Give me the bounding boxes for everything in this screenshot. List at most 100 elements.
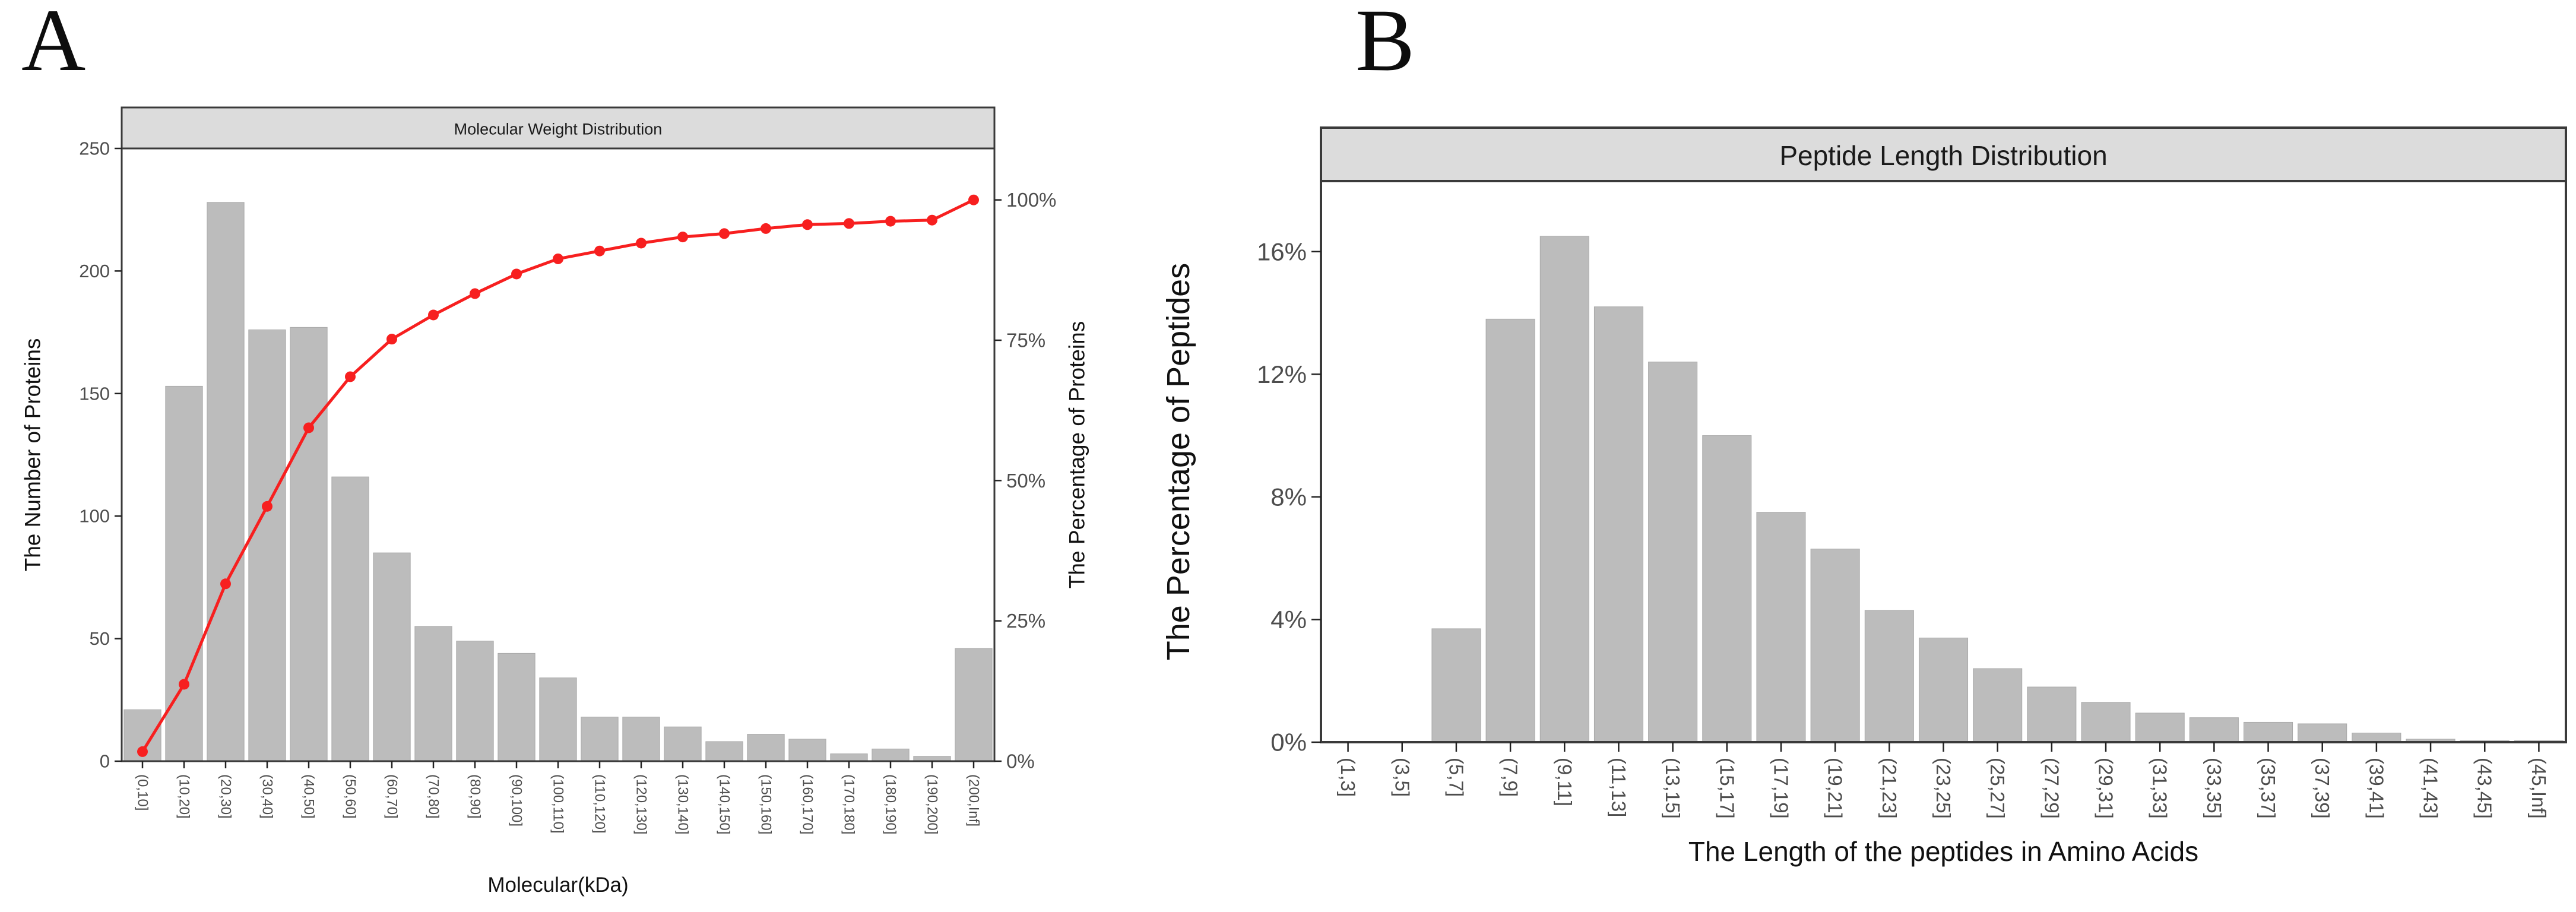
x-tick-label: (23,25] bbox=[1932, 758, 1954, 819]
y-tick-label: 0% bbox=[1270, 729, 1307, 756]
y-tick-label: 4% bbox=[1270, 606, 1307, 634]
bar bbox=[2081, 702, 2131, 743]
bar bbox=[539, 677, 577, 762]
bar bbox=[747, 734, 785, 762]
y-tick-label: 150 bbox=[79, 383, 110, 404]
bar bbox=[788, 739, 826, 762]
x-tick-label: (50,60] bbox=[343, 774, 359, 819]
x-tick-label: (100,110] bbox=[550, 774, 566, 834]
y-tick-label: 250 bbox=[79, 138, 110, 159]
x-tick-label: (3,5] bbox=[1391, 758, 1413, 797]
right-axis-title: The Percentage of Proteins bbox=[1065, 321, 1089, 588]
bar bbox=[165, 385, 203, 762]
x-tick-label: (15,17] bbox=[1716, 758, 1738, 819]
data-point bbox=[927, 214, 937, 226]
bar bbox=[622, 717, 660, 762]
data-point bbox=[885, 216, 896, 227]
x-tick-label: (25,27] bbox=[1986, 758, 2008, 819]
bar bbox=[1648, 362, 1698, 743]
x-tick-label: (120,130] bbox=[633, 774, 649, 834]
bar bbox=[456, 641, 494, 762]
x-tick-label: (140,150] bbox=[717, 774, 733, 834]
data-point bbox=[179, 679, 189, 690]
data-point bbox=[802, 219, 813, 230]
chart-title: Peptide Length Distribution bbox=[1779, 140, 2107, 171]
peptide-length-distribution-chart: Peptide Length Distribution 0% 4% 8% 12% 16% (… bbox=[1161, 126, 2567, 867]
data-point bbox=[137, 746, 148, 757]
x-tick-label: (31,33] bbox=[2149, 758, 2171, 819]
x-tick-label: (30,40] bbox=[259, 774, 275, 819]
x-tick-label: (27,29] bbox=[2040, 758, 2062, 819]
bar bbox=[955, 648, 993, 762]
data-point bbox=[428, 309, 439, 321]
bar bbox=[581, 717, 619, 762]
right-tick-label: 50% bbox=[1006, 470, 1045, 492]
bar bbox=[248, 329, 286, 762]
right-tick-label: 25% bbox=[1006, 610, 1045, 632]
bar bbox=[2189, 717, 2239, 743]
x-tick-label: (9,11] bbox=[1554, 758, 1576, 806]
x-tick-label: (60,70] bbox=[384, 774, 400, 819]
bar bbox=[1756, 512, 1806, 743]
panel-b-label: B bbox=[1355, 0, 1415, 90]
x-tick-label: (17,19] bbox=[1770, 758, 1792, 819]
bar bbox=[1539, 236, 1589, 743]
chart-title: Molecular Weight Distribution bbox=[454, 121, 663, 138]
right-tick-label: 75% bbox=[1006, 330, 1045, 352]
bar bbox=[290, 327, 328, 762]
bar bbox=[1593, 306, 1643, 743]
bar bbox=[373, 552, 411, 762]
x-tick-label: (190,200] bbox=[924, 774, 940, 834]
data-point bbox=[220, 578, 231, 590]
x-tick-label: (21,23] bbox=[1878, 758, 1900, 819]
x-tick-label: (170,180] bbox=[841, 774, 857, 834]
bar bbox=[1864, 610, 1914, 743]
data-point bbox=[386, 334, 397, 345]
bar bbox=[331, 476, 369, 762]
x-tick-label: (130,140] bbox=[675, 774, 691, 834]
x-tick-label: (80,90] bbox=[467, 774, 483, 819]
data-point bbox=[303, 422, 314, 433]
right-tick-label: 0% bbox=[1006, 750, 1035, 772]
bar bbox=[1918, 637, 1969, 743]
x-tick-label: (200,Inf] bbox=[966, 774, 982, 826]
x-tick-label: (150,160] bbox=[758, 774, 774, 834]
bar bbox=[2244, 721, 2293, 743]
x-tick-label: (45,Inf] bbox=[2528, 758, 2550, 819]
x-tick-label: (43,45] bbox=[2474, 758, 2496, 819]
x-tick-label: (180,190] bbox=[883, 774, 899, 834]
y-tick-label: 16% bbox=[1257, 238, 1307, 265]
x-tick-label: (39,41] bbox=[2365, 758, 2387, 819]
data-point bbox=[968, 194, 979, 205]
x-tick-label: (7,9] bbox=[1500, 758, 1522, 797]
x-tick-label: (11,13] bbox=[1608, 758, 1630, 817]
panel-a-label: A bbox=[21, 0, 86, 90]
x-tick-label: (90,100] bbox=[509, 774, 525, 826]
molecular-weight-distribution-chart: Molecular Weight Distribution 0 50 100 150 20… bbox=[21, 106, 1089, 897]
x-axis-title: The Length of the peptides in Amino Acid… bbox=[1688, 836, 2198, 867]
bar bbox=[1810, 549, 1860, 743]
y-tick-label: 8% bbox=[1270, 483, 1307, 511]
x-tick-label: (35,37] bbox=[2257, 758, 2279, 819]
x-tick-label: (37,39] bbox=[2311, 758, 2333, 819]
bar bbox=[705, 741, 743, 762]
bar bbox=[414, 626, 452, 762]
y-tick-label: 100 bbox=[79, 506, 110, 527]
data-point bbox=[511, 268, 522, 280]
x-tick-label: (0,10] bbox=[135, 774, 151, 810]
bar bbox=[2027, 686, 2077, 743]
right-tick-label: 100% bbox=[1006, 189, 1056, 211]
bar bbox=[498, 653, 536, 762]
x-tick-label: (33,35] bbox=[2203, 758, 2225, 819]
x-tick-label: (110,120] bbox=[592, 774, 608, 834]
bar bbox=[2298, 723, 2347, 743]
bar bbox=[2135, 712, 2185, 743]
data-point bbox=[594, 245, 605, 256]
data-point bbox=[553, 253, 563, 264]
x-tick-label: (1,3] bbox=[1337, 758, 1359, 797]
y-axis-title: The Number of Proteins bbox=[21, 338, 45, 572]
x-tick-label: (29,31] bbox=[2095, 758, 2117, 819]
x-tick-label: (70,80] bbox=[426, 774, 442, 819]
x-tick-label: (20,30] bbox=[218, 774, 234, 819]
